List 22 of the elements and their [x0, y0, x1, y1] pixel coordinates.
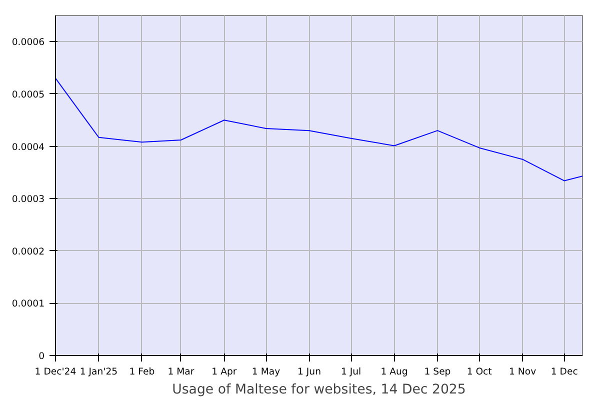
y-tick-label: 0: [38, 351, 45, 362]
line-series: [56, 78, 582, 182]
x-tick-label: 1 Jan'25: [80, 366, 118, 378]
y-tick-label: 0.0001: [12, 298, 45, 310]
x-tick-label: 1 Nov: [509, 366, 537, 378]
y-tick-label: 0.0006: [12, 37, 45, 48]
x-tick-label: 1 Dec'24: [34, 366, 76, 378]
x-tick-label: 1 Sep: [424, 366, 451, 378]
x-tick-label: 1 Mar: [168, 366, 194, 378]
x-tick-label: 1 Oct: [466, 366, 492, 378]
x-tick-label: 1 Feb: [129, 366, 155, 378]
y-tick-label: 0.0003: [12, 194, 45, 206]
x-tick-label: 1 Aug: [380, 366, 408, 378]
x-tick-label: 1 May: [252, 366, 281, 378]
x-tick-label: 1 Jul: [340, 366, 362, 378]
y-tick-label: 0.0002: [12, 246, 44, 258]
x-tick-label: 1 Jun: [298, 366, 322, 378]
x-tick-label: 1 Apr: [212, 366, 237, 378]
x-tick-label: 1 Dec: [550, 366, 578, 378]
y-tick-label: 0.0004: [12, 142, 45, 153]
x-axis-title: Usage of Maltese for websites, 14 Dec 2025: [172, 382, 466, 398]
y-tick-label: 0.0005: [12, 89, 45, 100]
